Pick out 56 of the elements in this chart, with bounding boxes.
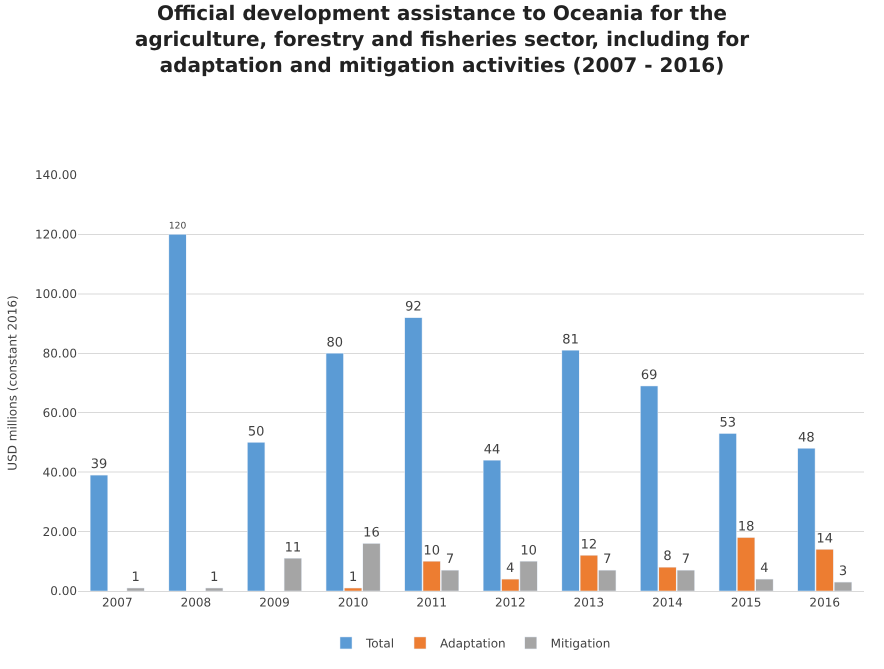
data-label: 44 xyxy=(484,442,500,458)
data-label: 81 xyxy=(562,332,579,348)
x-tick-label: 2012 xyxy=(495,595,526,610)
x-tick-label: 2015 xyxy=(730,595,762,610)
data-label: 1 xyxy=(132,570,140,586)
data-label: 11 xyxy=(284,540,302,556)
data-label: 120 xyxy=(168,222,186,232)
legend-label: Mitigation xyxy=(550,636,610,651)
data-label: 1 xyxy=(348,570,358,586)
data-label: 7 xyxy=(603,552,612,568)
bar xyxy=(247,442,266,591)
x-tick-label: 2013 xyxy=(574,595,604,610)
data-label: 50 xyxy=(248,424,264,440)
y-tick-label: 120.00 xyxy=(35,228,77,242)
x-tick-label: 2009 xyxy=(259,595,290,610)
x-tick-label: 2011 xyxy=(416,595,447,610)
data-label: 14 xyxy=(816,531,833,546)
legend-label: Adaptation xyxy=(440,636,506,651)
bar xyxy=(90,474,108,591)
data-label: 10 xyxy=(423,543,440,558)
data-label: 4 xyxy=(506,561,514,576)
data-label: 39 xyxy=(90,457,108,472)
y-tick-label: 80.00 xyxy=(42,346,77,360)
data-label: 4 xyxy=(760,561,769,576)
bar xyxy=(168,234,187,591)
y-tick-label: 20.00 xyxy=(42,524,77,539)
data-label: 1 xyxy=(210,570,218,586)
data-label: 10 xyxy=(520,543,537,558)
data-label: 8 xyxy=(663,549,672,564)
bar xyxy=(284,558,302,591)
bar xyxy=(126,588,145,591)
data-label: 18 xyxy=(738,520,754,535)
y-axis-title: USD millions (constant 2016) xyxy=(5,295,20,471)
data-label: 7 xyxy=(682,552,690,568)
data-label: 92 xyxy=(405,300,422,315)
y-tick-label: 60.00 xyxy=(42,406,77,420)
bar xyxy=(205,588,224,591)
data-label: 7 xyxy=(446,552,454,568)
x-tick-label: 2014 xyxy=(652,595,683,610)
y-tick-label: 100.00 xyxy=(35,287,77,302)
data-label: 3 xyxy=(838,564,848,580)
x-tick-label: 2008 xyxy=(180,595,212,610)
data-label: 48 xyxy=(798,430,815,446)
y-tick-label: 140.00 xyxy=(35,168,77,182)
data-label: 80 xyxy=(326,335,344,350)
x-tick-label: 2016 xyxy=(809,595,840,610)
x-tick-label: 2007 xyxy=(102,595,133,610)
y-tick-label: 40.00 xyxy=(42,465,77,480)
y-tick-label: 0.00 xyxy=(50,584,77,598)
x-tick-label: 2010 xyxy=(338,595,368,610)
data-label: 12 xyxy=(580,537,598,552)
legend-label: Total xyxy=(365,636,394,651)
data-label: 53 xyxy=(719,416,736,431)
chart-title: Official development assistance to Oceania for the agriculture, forestry and fisheries sector, including for adaptation and mitigation activities (2007 - 2016) xyxy=(134,1,750,78)
data-label: 16 xyxy=(363,525,380,540)
data-label: 69 xyxy=(640,368,658,383)
